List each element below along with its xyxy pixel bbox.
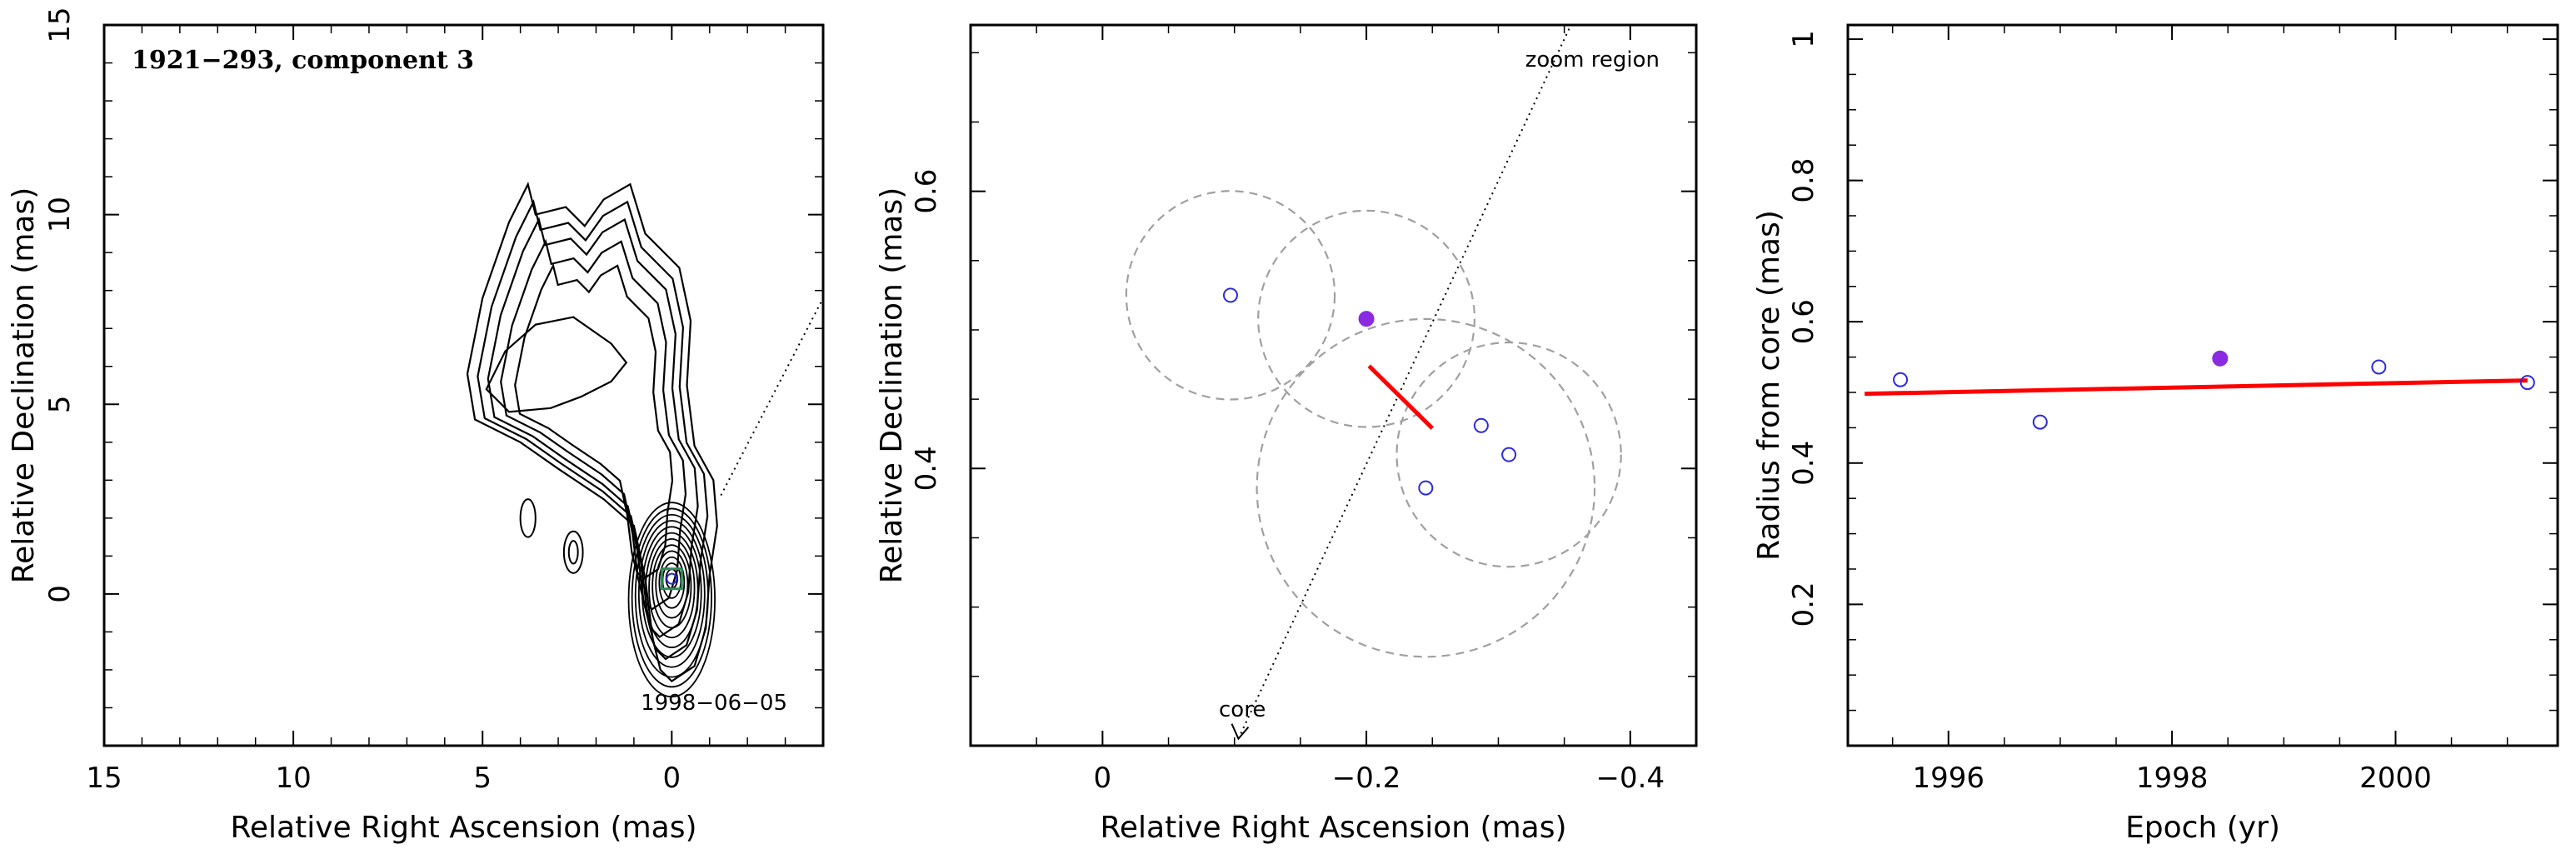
fit-segment xyxy=(1367,364,1435,430)
core-contour xyxy=(651,544,692,629)
model-component-box xyxy=(660,567,683,591)
panel1-y-axis-label: Relative Declination (mas) xyxy=(7,187,41,584)
x-tick-label: 2000 xyxy=(2359,762,2432,795)
inner-contour xyxy=(485,316,628,413)
open-data-point xyxy=(1222,287,1238,303)
uncertainty-circle xyxy=(1125,190,1336,401)
panel2-y-axis-label: Relative Declination (mas) xyxy=(875,187,909,584)
core-contour xyxy=(648,537,696,639)
y-tick-label: 0.6 xyxy=(910,169,943,214)
extended-contour xyxy=(466,182,718,683)
panel2-x-axis-label: Relative Right Ascension (mas) xyxy=(1100,811,1566,845)
panel3-ticks: 1996 1998 2000 0.2 0.4 0.6 0.8 1 xyxy=(1787,25,2558,795)
core-label: core xyxy=(1219,697,1266,722)
panel1-frame xyxy=(102,23,825,747)
panel1-title: 1921−293, component 3 xyxy=(132,46,474,75)
core-contour xyxy=(641,526,702,658)
x-tick-label: 5 xyxy=(473,762,492,795)
x-tick-label: −0.4 xyxy=(1596,762,1665,795)
open-data-point xyxy=(1418,480,1434,496)
y-tick-label: 0.6 xyxy=(1787,299,1820,344)
filled-data-point xyxy=(2212,350,2229,367)
secondary-blob-contour xyxy=(562,530,584,574)
open-data-point xyxy=(1473,417,1489,433)
core-contour xyxy=(634,513,709,678)
panel1-x-axis-label: Relative Right Ascension (mas) xyxy=(230,811,696,845)
panel2-frame xyxy=(969,23,1698,747)
core-contour xyxy=(627,502,716,698)
extended-contour xyxy=(487,217,699,638)
panel3-y-axis-label: Radius from core (mas) xyxy=(1752,210,1786,561)
x-tick-label: 0 xyxy=(1094,762,1112,795)
panel3-plot-area xyxy=(1865,350,2535,430)
panel-contour-map: 15 10 5 0 0 5 10 15 1921−293, component 3 1998−… xyxy=(7,7,825,845)
panel2-ticks: 0 −0.2 −0.4 0.4 0.6 xyxy=(910,25,1696,795)
x-tick-label: 1996 xyxy=(1912,762,1984,795)
core-contour xyxy=(637,520,706,668)
y-tick-label: 1 xyxy=(1787,30,1820,48)
filled-data-point xyxy=(1358,311,1375,327)
x-tick-label: 0 xyxy=(662,762,681,795)
open-data-point xyxy=(2519,375,2535,391)
panel1-ticks: 15 10 5 0 0 5 10 15 xyxy=(43,7,823,795)
x-tick-label: 10 xyxy=(275,762,311,795)
x-tick-label: −0.2 xyxy=(1332,762,1401,795)
panel1-date-label: 1998−06−05 xyxy=(641,691,787,716)
y-tick-label: 15 xyxy=(43,7,77,42)
uncertainty-circle xyxy=(1257,209,1476,428)
x-tick-label: 1998 xyxy=(2136,762,2209,795)
y-tick-label: 0 xyxy=(43,585,77,603)
zoom-region-label: zoom region xyxy=(1525,47,1660,72)
panel3-frame xyxy=(1846,23,2559,747)
extended-contour xyxy=(477,199,709,661)
core-contour xyxy=(658,556,686,609)
secondary-blob-contour xyxy=(567,540,579,565)
panel3-x-axis-label: Epoch (yr) xyxy=(2125,811,2280,845)
y-tick-label: 0.2 xyxy=(1787,582,1820,627)
model-component-marker xyxy=(666,572,678,585)
core-arrowhead xyxy=(1231,723,1250,741)
uncertainty-circle xyxy=(1256,317,1596,658)
y-tick-label: 10 xyxy=(43,197,77,232)
core-contour xyxy=(645,532,699,648)
x-tick-label: 15 xyxy=(86,762,122,795)
panel2-plot-area xyxy=(1125,24,1622,741)
uncertainty-circle xyxy=(1395,341,1622,568)
y-tick-label: 0.4 xyxy=(910,446,943,491)
direction-line xyxy=(720,297,824,496)
panel1-overlay xyxy=(660,297,824,591)
fit-line xyxy=(1865,378,2528,397)
core-contour xyxy=(655,550,689,619)
small-blob-contour xyxy=(519,498,537,538)
y-tick-label: 0.8 xyxy=(1787,158,1820,203)
y-tick-label: 0.4 xyxy=(1787,441,1820,486)
open-data-point xyxy=(1501,447,1517,462)
core-contour xyxy=(631,507,712,688)
open-data-point xyxy=(2032,414,2048,430)
contour-lines xyxy=(466,182,718,698)
panel-zoom-scatter: 0 −0.2 −0.4 0.4 0.6 zoom region core Relativ… xyxy=(875,23,1698,845)
extended-contour xyxy=(514,262,674,581)
open-data-point xyxy=(1893,372,1909,387)
panel-radius-vs-epoch: 1996 1998 2000 0.2 0.4 0.6 0.8 1 Epoch (yr) Rad… xyxy=(1752,23,2559,845)
y-tick-label: 5 xyxy=(43,395,77,413)
extended-contour xyxy=(500,238,687,611)
open-data-point xyxy=(2371,359,2387,375)
